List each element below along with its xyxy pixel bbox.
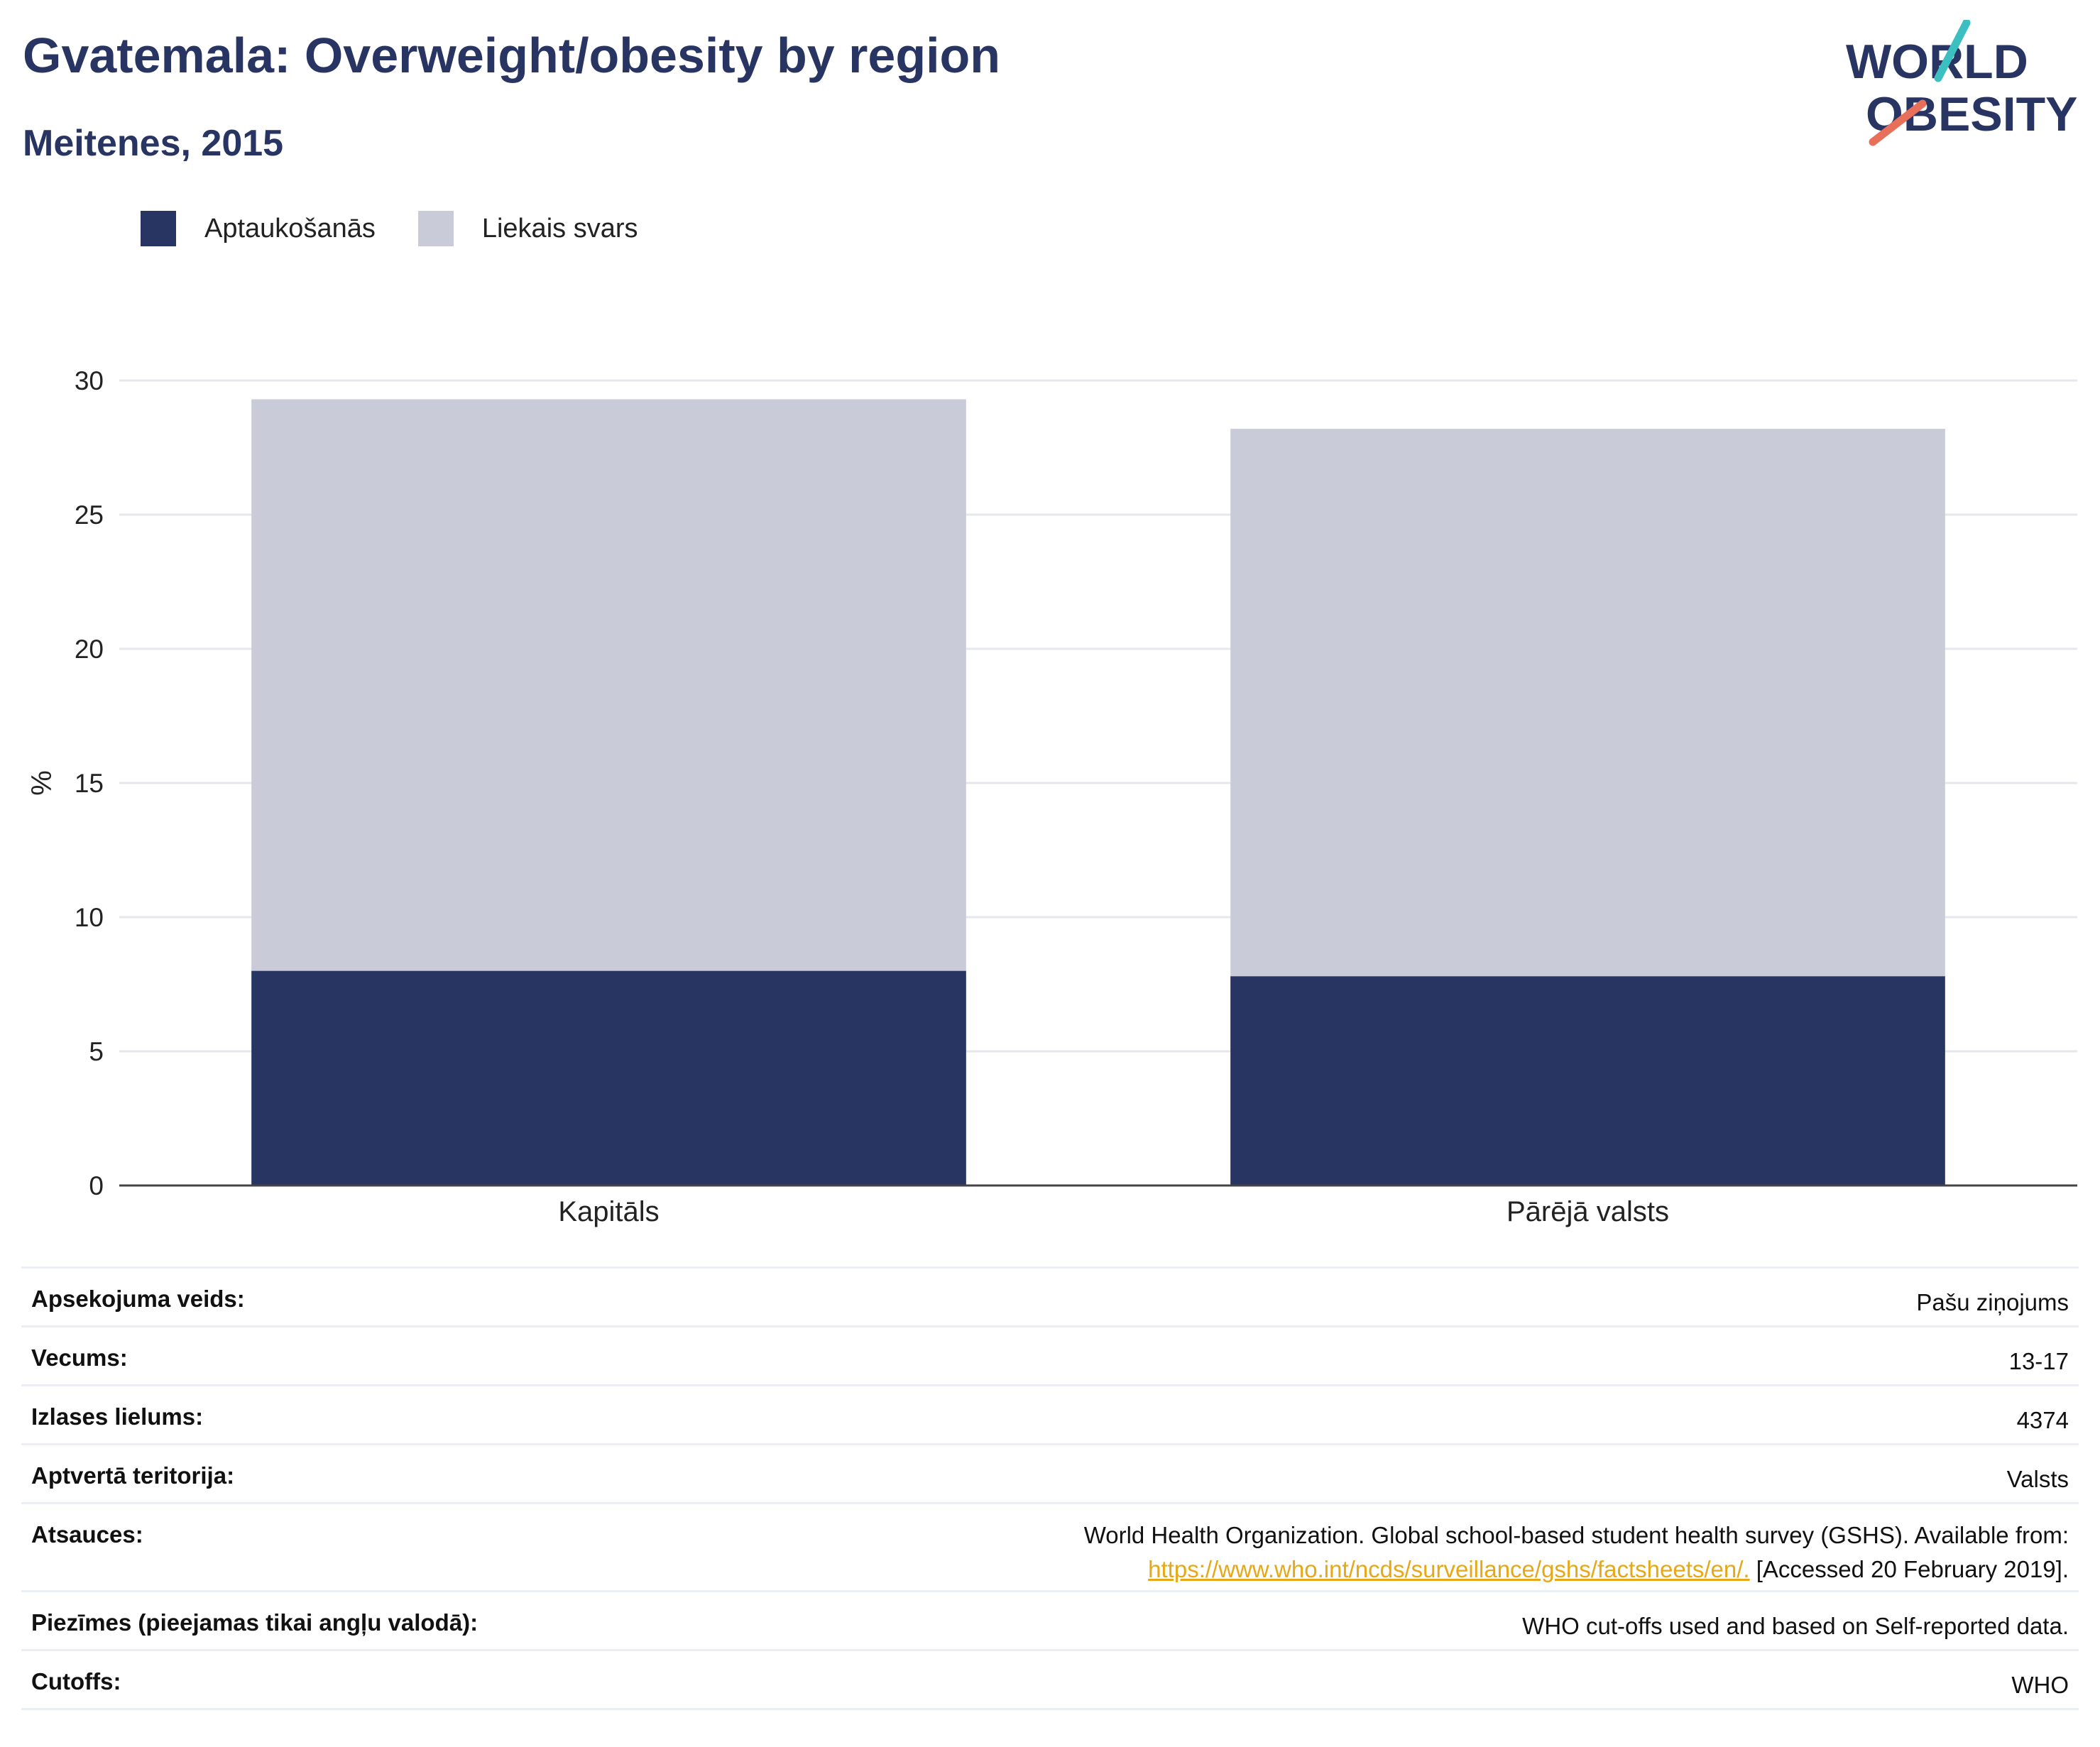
y-axis-label: % bbox=[26, 770, 58, 796]
y-tick-label: 25 bbox=[75, 500, 104, 530]
chart-title: Gvatemala: Overweight/obesity by region bbox=[23, 28, 1001, 83]
logo-line2: OBESITY bbox=[1866, 87, 2078, 141]
bar-obesity bbox=[251, 970, 966, 1185]
info-key: Atsauces: bbox=[21, 1503, 674, 1592]
info-key: Izlases lielums: bbox=[21, 1385, 674, 1445]
reference-accessed: [Accessed 20 February 2019]. bbox=[1749, 1556, 2069, 1582]
bar-obesity bbox=[1230, 976, 1945, 1185]
info-value: WHO cut-offs used and based on Self-repo… bbox=[673, 1591, 2079, 1651]
world-obesity-logo: WORLD OBESITY bbox=[1846, 20, 2078, 146]
info-row-age: Vecums: 13-17 bbox=[21, 1326, 2079, 1386]
info-key: Vecums: bbox=[21, 1326, 674, 1386]
info-row-notes: Piezīmes (pieejamas tikai angļu valodā):… bbox=[21, 1591, 2079, 1651]
info-value: Valsts bbox=[673, 1444, 2079, 1504]
survey-info-table: Apsekojuma veids: Pašu ziņojums Vecums: … bbox=[21, 1266, 2079, 1710]
info-row-cutoffs: Cutoffs: WHO bbox=[21, 1650, 2079, 1710]
bar-overweight bbox=[1230, 429, 1945, 977]
bar-overweight bbox=[251, 399, 966, 971]
x-tick-label: Kapitāls bbox=[558, 1196, 659, 1227]
stacked-bar-chart: 0 5 10 15 20 25 30% Kapitāls Pārējā valsts bbox=[26, 366, 2077, 1227]
info-key: Piezīmes (pieejamas tikai angļu valodā): bbox=[21, 1591, 674, 1651]
y-tick-label: 15 bbox=[75, 769, 104, 798]
y-tick-label: 30 bbox=[75, 366, 104, 395]
reference-link[interactable]: https://www.who.int/ncds/surveillance/gs… bbox=[1148, 1556, 1750, 1582]
info-key: Cutoffs: bbox=[21, 1650, 674, 1710]
info-row-coverage: Aptvertā teritorija: Valsts bbox=[21, 1444, 2079, 1504]
info-key: Aptvertā teritorija: bbox=[21, 1444, 674, 1504]
logo-slash-coral bbox=[1869, 99, 1927, 146]
logo-slash-teal bbox=[1934, 20, 1971, 82]
info-value: Pašu ziņojums bbox=[673, 1266, 2079, 1327]
info-value: 4374 bbox=[673, 1385, 2079, 1445]
info-row-survey-type: Apsekojuma veids: Pašu ziņojums bbox=[21, 1266, 2079, 1327]
info-value: WHO bbox=[673, 1650, 2079, 1710]
y-tick-label: 5 bbox=[89, 1037, 104, 1066]
chart-subtitle: Meitenes, 2015 bbox=[23, 123, 284, 164]
legend-label-overweight: Liekais svars bbox=[481, 213, 638, 243]
info-row-sample-size: Izlases lielums: 4374 bbox=[21, 1385, 2079, 1445]
legend-swatch-overweight bbox=[417, 211, 454, 246]
reference-text: World Health Organization. Global school… bbox=[1083, 1522, 2069, 1548]
legend-label-obesity: Aptaukošanās bbox=[204, 213, 376, 243]
chart-legend: Aptaukošanās Liekais svars bbox=[141, 209, 680, 248]
info-value: 13-17 bbox=[673, 1326, 2079, 1386]
y-tick-label: 10 bbox=[75, 903, 104, 932]
legend-swatch-obesity bbox=[141, 211, 176, 246]
legend-item-obesity[interactable]: Aptaukošanās bbox=[141, 211, 376, 246]
info-key: Apsekojuma veids: bbox=[21, 1266, 674, 1327]
legend-item-overweight[interactable]: Liekais svars bbox=[417, 211, 638, 246]
info-row-references: Atsauces: World Health Organization. Glo… bbox=[21, 1503, 2079, 1592]
x-tick-label: Pārējā valsts bbox=[1506, 1196, 1669, 1227]
y-tick-label: 20 bbox=[75, 635, 104, 664]
y-tick-label: 0 bbox=[89, 1171, 104, 1200]
